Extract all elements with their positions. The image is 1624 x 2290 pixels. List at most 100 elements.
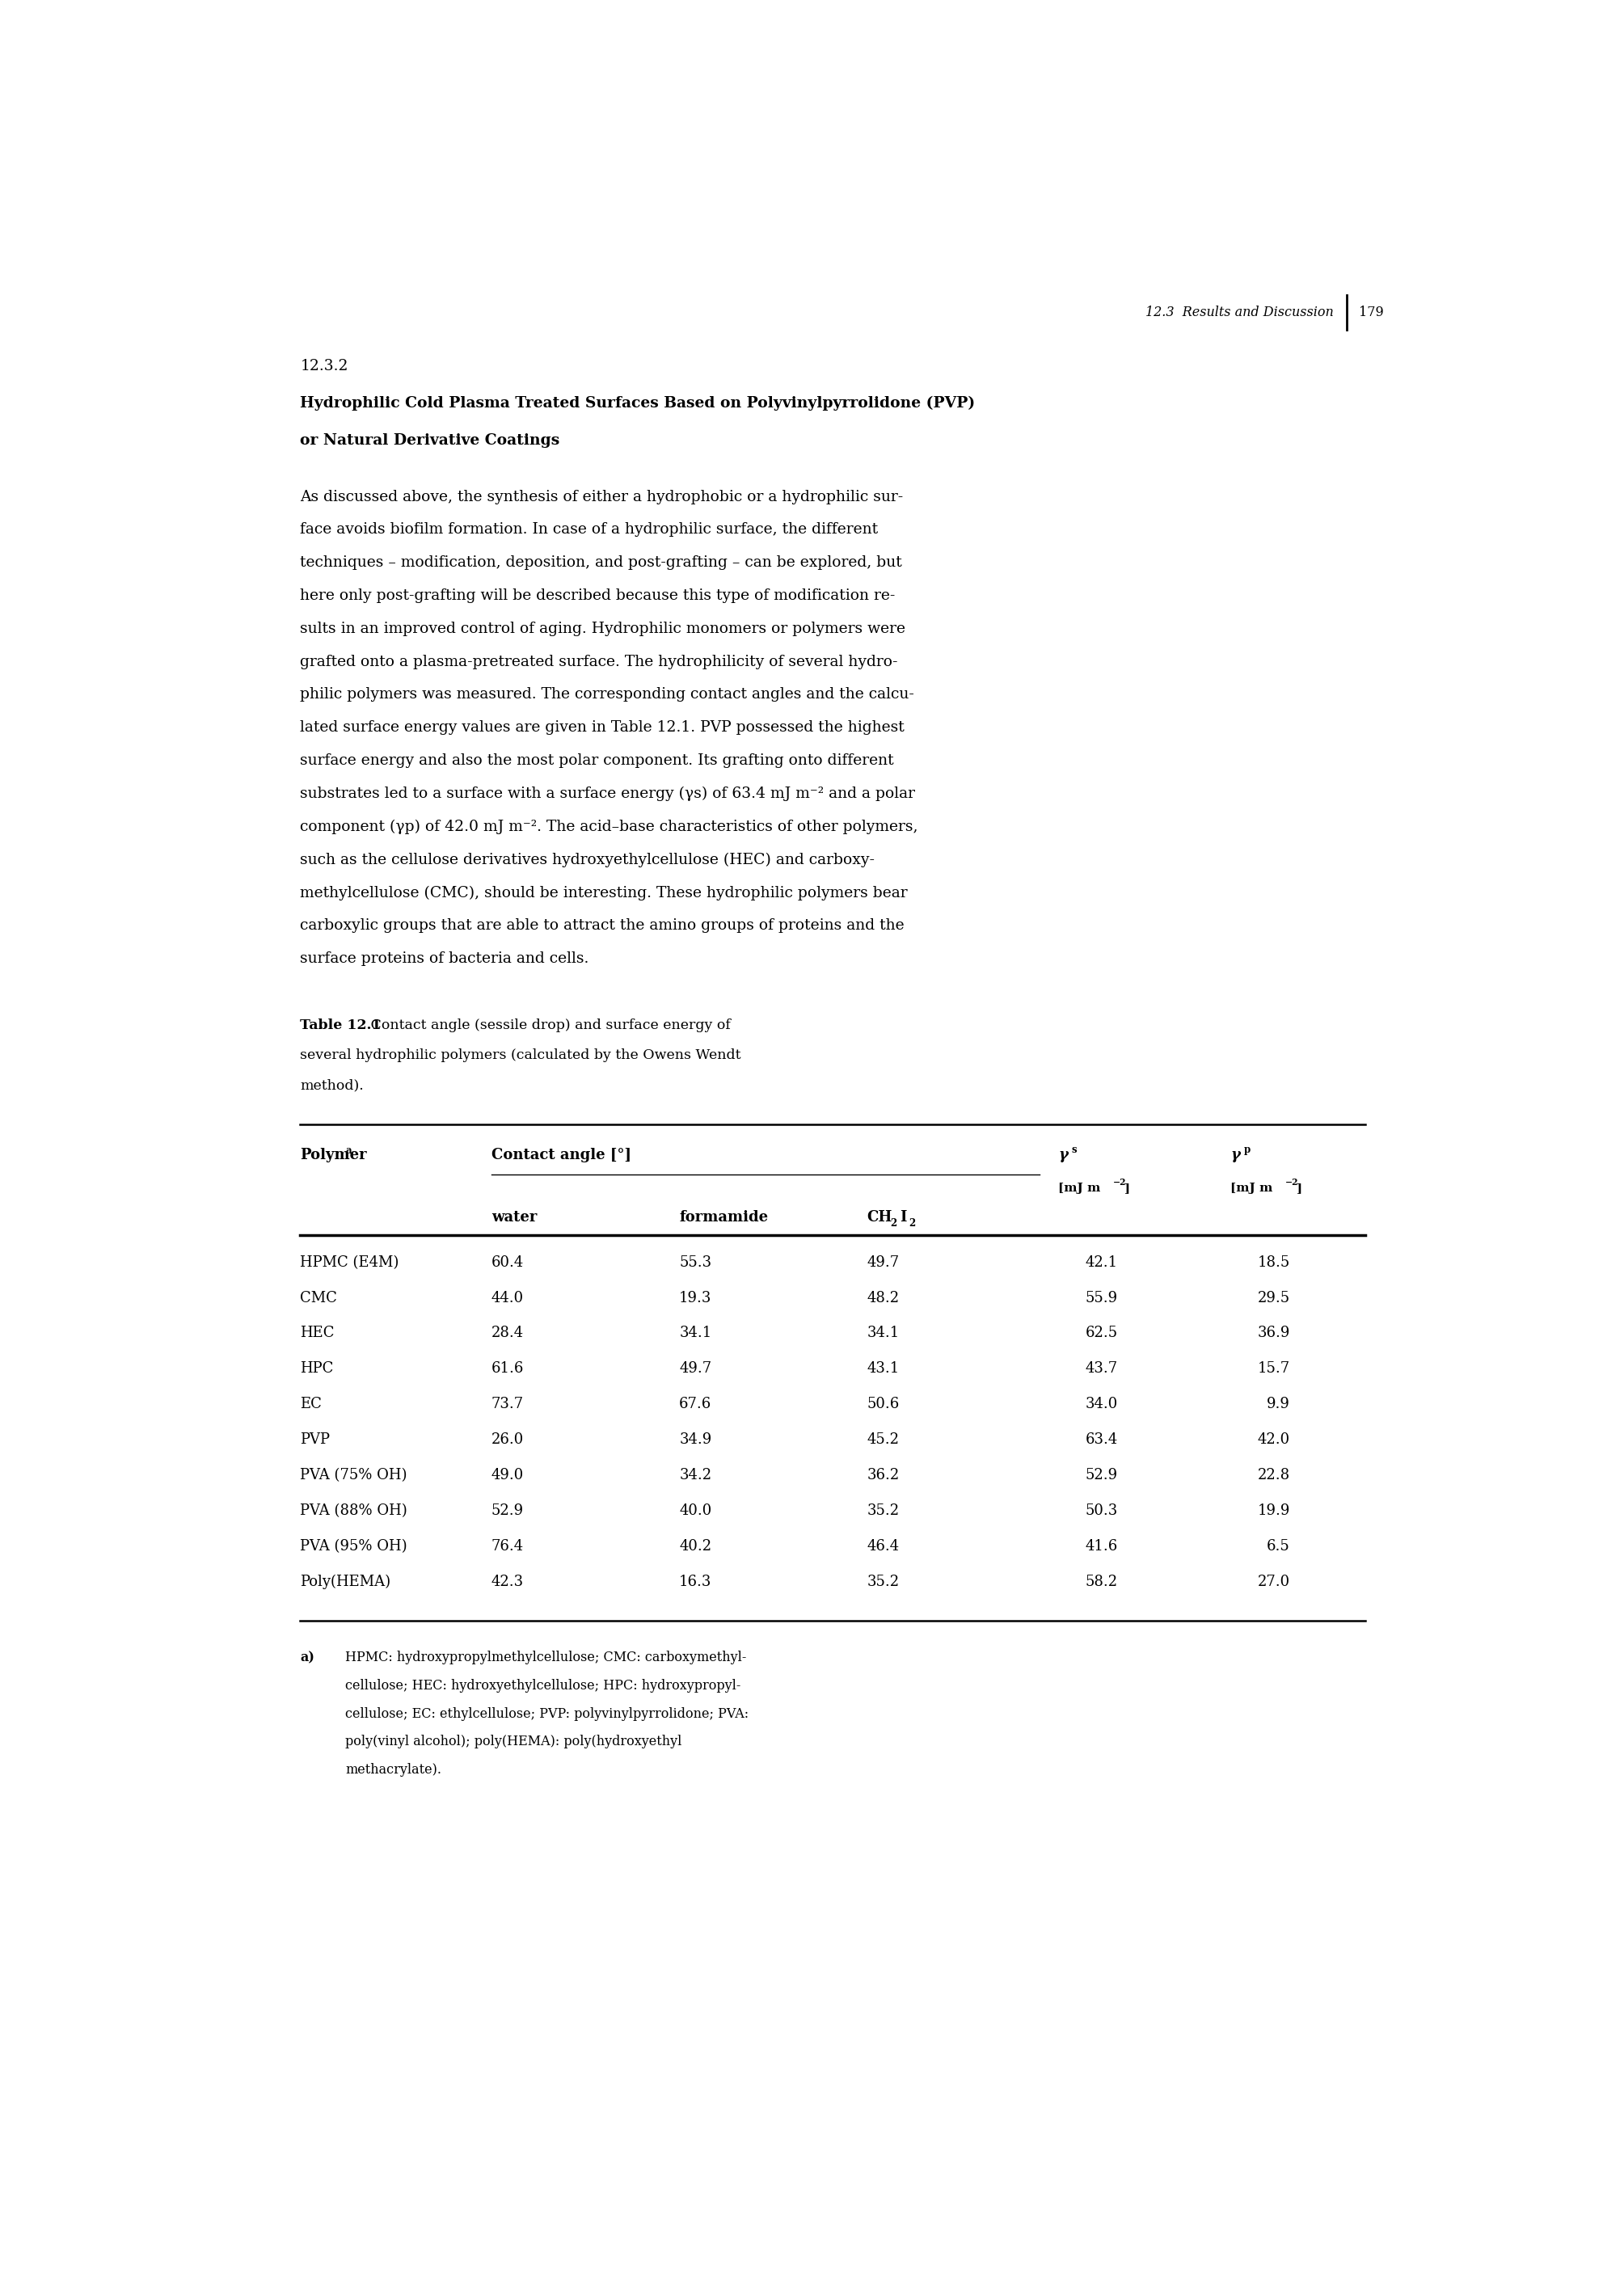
Text: ]: ] <box>1124 1182 1130 1193</box>
Text: 27.0: 27.0 <box>1257 1576 1289 1589</box>
Text: HPMC (E4M): HPMC (E4M) <box>300 1255 400 1269</box>
Text: s: s <box>1072 1145 1077 1156</box>
Text: 9.9: 9.9 <box>1267 1397 1289 1411</box>
Text: 19.9: 19.9 <box>1257 1505 1289 1518</box>
Text: PVA (75% OH): PVA (75% OH) <box>300 1468 408 1482</box>
Text: 22.8: 22.8 <box>1257 1468 1289 1482</box>
Text: 34.9: 34.9 <box>679 1434 711 1447</box>
Text: 42.0: 42.0 <box>1257 1434 1289 1447</box>
Text: techniques – modification, deposition, and post-grafting – can be explored, but: techniques – modification, deposition, a… <box>300 556 903 570</box>
Text: method).: method). <box>300 1079 364 1092</box>
Text: CH: CH <box>867 1211 893 1225</box>
Text: γ: γ <box>1231 1147 1241 1163</box>
Text: HEC: HEC <box>300 1326 335 1340</box>
Text: sults in an improved control of aging. Hydrophilic monomers or polymers were: sults in an improved control of aging. H… <box>300 621 906 637</box>
Text: 34.1: 34.1 <box>679 1326 711 1340</box>
Text: 28.4: 28.4 <box>490 1326 523 1340</box>
Text: poly(vinyl alcohol); poly(HEMA): poly(hydroxyethyl: poly(vinyl alcohol); poly(HEMA): poly(hy… <box>346 1736 682 1750</box>
Text: 45.2: 45.2 <box>867 1434 900 1447</box>
Text: cellulose; EC: ethylcellulose; PVP: polyvinylpyrrolidone; PVA:: cellulose; EC: ethylcellulose; PVP: poly… <box>346 1706 749 1720</box>
Text: such as the cellulose derivatives hydroxyethylcellulose (HEC) and carboxy-: such as the cellulose derivatives hydrox… <box>300 852 875 868</box>
Text: 26.0: 26.0 <box>490 1434 523 1447</box>
Text: water: water <box>490 1211 538 1225</box>
Text: Contact angle [°]: Contact angle [°] <box>490 1147 632 1163</box>
Text: 18.5: 18.5 <box>1257 1255 1289 1269</box>
Text: 35.2: 35.2 <box>867 1505 900 1518</box>
Text: As discussed above, the synthesis of either a hydrophobic or a hydrophilic sur-: As discussed above, the synthesis of eit… <box>300 490 903 504</box>
Text: 35.2: 35.2 <box>867 1576 900 1589</box>
Text: Poly(HEMA): Poly(HEMA) <box>300 1576 391 1589</box>
Text: Hydrophilic Cold Plasma Treated Surfaces Based on Polyvinylpyrrolidone (PVP): Hydrophilic Cold Plasma Treated Surfaces… <box>300 396 974 410</box>
Text: −2: −2 <box>1114 1177 1127 1186</box>
Text: philic polymers was measured. The corresponding contact angles and the calcu-: philic polymers was measured. The corres… <box>300 687 914 703</box>
Text: 60.4: 60.4 <box>490 1255 523 1269</box>
Text: 50.6: 50.6 <box>867 1397 900 1411</box>
Text: 67.6: 67.6 <box>679 1397 711 1411</box>
Text: 61.6: 61.6 <box>490 1363 525 1376</box>
Text: 52.9: 52.9 <box>490 1505 523 1518</box>
Text: grafted onto a plasma-pretreated surface. The hydrophilicity of several hydro-: grafted onto a plasma-pretreated surface… <box>300 655 898 669</box>
Text: HPC: HPC <box>300 1363 333 1376</box>
Text: EC: EC <box>300 1397 322 1411</box>
Text: 42.3: 42.3 <box>490 1576 523 1589</box>
Text: 34.2: 34.2 <box>679 1468 711 1482</box>
Text: 63.4: 63.4 <box>1085 1434 1117 1447</box>
Text: methylcellulose (CMC), should be interesting. These hydrophilic polymers bear: methylcellulose (CMC), should be interes… <box>300 886 908 900</box>
Text: 12.3  Results and Discussion: 12.3 Results and Discussion <box>1145 305 1333 318</box>
Text: 36.2: 36.2 <box>867 1468 900 1482</box>
Text: PVP: PVP <box>300 1434 330 1447</box>
Text: PVA (88% OH): PVA (88% OH) <box>300 1505 408 1518</box>
Text: 40.2: 40.2 <box>679 1539 711 1553</box>
Text: component (γp) of 42.0 mJ m⁻². The acid–base characteristics of other polymers,: component (γp) of 42.0 mJ m⁻². The acid–… <box>300 820 918 834</box>
Text: 16.3: 16.3 <box>679 1576 711 1589</box>
Text: a): a) <box>300 1651 315 1665</box>
Text: a: a <box>346 1145 351 1156</box>
Text: 49.7: 49.7 <box>867 1255 900 1269</box>
Text: I: I <box>900 1211 906 1225</box>
Text: 43.7: 43.7 <box>1085 1363 1117 1376</box>
Text: 34.0: 34.0 <box>1085 1397 1117 1411</box>
Text: lated surface energy values are given in Table 12.1. PVP possessed the highest: lated surface energy values are given in… <box>300 721 905 735</box>
Text: or Natural Derivative Coatings: or Natural Derivative Coatings <box>300 433 560 449</box>
Text: 29.5: 29.5 <box>1257 1292 1289 1305</box>
Text: 58.2: 58.2 <box>1085 1576 1117 1589</box>
Text: cellulose; HEC: hydroxyethylcellulose; HPC: hydroxypropyl-: cellulose; HEC: hydroxyethylcellulose; H… <box>346 1679 741 1692</box>
Text: 12.3.2: 12.3.2 <box>300 360 348 373</box>
Text: 62.5: 62.5 <box>1085 1326 1117 1340</box>
Text: 50.3: 50.3 <box>1085 1505 1117 1518</box>
Text: 46.4: 46.4 <box>867 1539 900 1553</box>
Text: 2: 2 <box>890 1218 896 1227</box>
Text: 36.9: 36.9 <box>1257 1326 1289 1340</box>
Text: ]: ] <box>1298 1182 1302 1193</box>
Text: 55.3: 55.3 <box>679 1255 711 1269</box>
Text: surface proteins of bacteria and cells.: surface proteins of bacteria and cells. <box>300 950 590 966</box>
Text: −2: −2 <box>1286 1177 1299 1186</box>
Text: 49.0: 49.0 <box>490 1468 523 1482</box>
Text: 49.7: 49.7 <box>679 1363 711 1376</box>
Text: 55.9: 55.9 <box>1085 1292 1117 1305</box>
Text: 42.1: 42.1 <box>1085 1255 1117 1269</box>
Text: 44.0: 44.0 <box>490 1292 523 1305</box>
Text: 179: 179 <box>1359 305 1384 318</box>
Text: substrates led to a surface with a surface energy (γs) of 63.4 mJ m⁻² and a pola: substrates led to a surface with a surfa… <box>300 785 916 801</box>
Text: 2: 2 <box>909 1218 916 1227</box>
Text: 52.9: 52.9 <box>1085 1468 1117 1482</box>
Text: 15.7: 15.7 <box>1257 1363 1289 1376</box>
Text: 34.1: 34.1 <box>867 1326 900 1340</box>
Text: 19.3: 19.3 <box>679 1292 711 1305</box>
Text: surface energy and also the most polar component. Its grafting onto different: surface energy and also the most polar c… <box>300 753 893 767</box>
Text: 73.7: 73.7 <box>490 1397 523 1411</box>
Text: HPMC: hydroxypropylmethylcellulose; CMC: carboxymethyl-: HPMC: hydroxypropylmethylcellulose; CMC:… <box>346 1651 747 1665</box>
Text: [mJ m: [mJ m <box>1231 1182 1273 1193</box>
Text: formamide: formamide <box>679 1211 768 1225</box>
Text: CMC: CMC <box>300 1292 338 1305</box>
Text: 40.0: 40.0 <box>679 1505 711 1518</box>
Text: 76.4: 76.4 <box>490 1539 523 1553</box>
Text: carboxylic groups that are able to attract the amino groups of proteins and the: carboxylic groups that are able to attra… <box>300 918 905 932</box>
Text: face avoids biofilm formation. In case of a hydrophilic surface, the different: face avoids biofilm formation. In case o… <box>300 522 879 538</box>
Text: Polymer: Polymer <box>300 1147 367 1163</box>
Text: p: p <box>1244 1145 1250 1156</box>
Text: 43.1: 43.1 <box>867 1363 900 1376</box>
Text: [mJ m: [mJ m <box>1059 1182 1101 1193</box>
Text: 6.5: 6.5 <box>1267 1539 1289 1553</box>
